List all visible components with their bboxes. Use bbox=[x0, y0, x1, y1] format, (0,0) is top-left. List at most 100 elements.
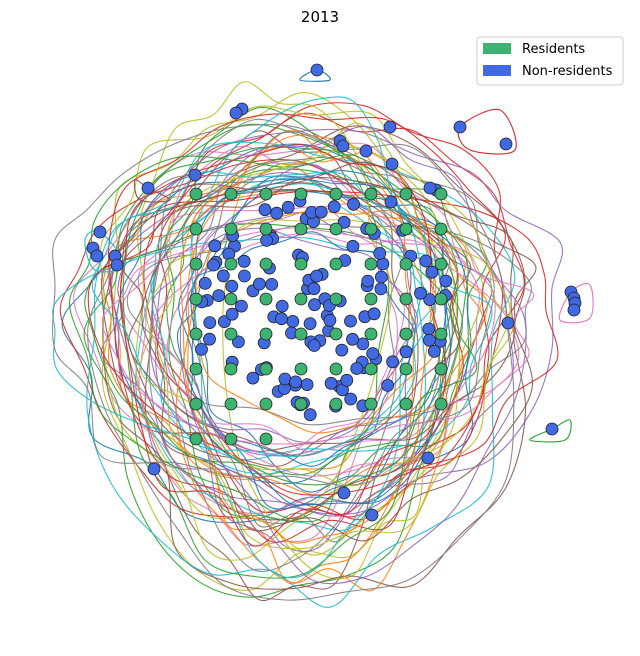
non-resident-point bbox=[203, 332, 216, 346]
resident-point bbox=[399, 257, 413, 271]
non-resident-point bbox=[327, 200, 341, 214]
non-resident-point bbox=[419, 254, 433, 268]
resident-point bbox=[294, 187, 308, 201]
hull-outline bbox=[175, 129, 448, 592]
non-resident-point bbox=[307, 339, 321, 352]
resident-point bbox=[189, 222, 203, 236]
non-resident-point bbox=[427, 344, 441, 358]
non-resident-point bbox=[278, 372, 292, 386]
resident-point bbox=[189, 327, 203, 341]
hull-outline bbox=[101, 227, 535, 445]
legend-label-residents: Residents bbox=[522, 42, 585, 57]
resident-point bbox=[189, 362, 203, 376]
non-resident-point bbox=[225, 307, 239, 321]
resident-point bbox=[259, 432, 273, 446]
resident-point bbox=[259, 257, 273, 271]
hull-outline bbox=[87, 131, 515, 601]
legend-swatch-non-residents bbox=[483, 65, 511, 76]
resident-point bbox=[329, 222, 343, 236]
resident-point bbox=[364, 257, 378, 271]
resident-point bbox=[189, 397, 203, 411]
non-resident-point bbox=[335, 343, 349, 357]
hull-outline bbox=[155, 126, 527, 585]
resident-point bbox=[259, 362, 273, 376]
resident-point bbox=[224, 187, 238, 201]
resident-point bbox=[224, 292, 238, 306]
non-resident-point bbox=[374, 282, 388, 296]
hull-outline bbox=[91, 170, 445, 458]
non-resident-point bbox=[501, 316, 515, 330]
resident-markers bbox=[189, 187, 448, 446]
non-resident-point bbox=[286, 314, 300, 328]
non-resident-point bbox=[425, 265, 439, 279]
resident-point bbox=[364, 187, 378, 201]
non-resident-point bbox=[414, 286, 427, 300]
non-resident-point bbox=[237, 254, 251, 268]
non-resident-point bbox=[307, 282, 321, 296]
non-resident-point bbox=[217, 315, 231, 329]
non-resident-point bbox=[93, 225, 107, 239]
resident-point bbox=[364, 362, 378, 376]
resident-point bbox=[329, 257, 343, 271]
non-resident-point bbox=[265, 277, 279, 291]
non-resident-point bbox=[346, 239, 360, 253]
resident-point bbox=[224, 362, 238, 376]
non-resident-point bbox=[399, 345, 413, 359]
non-resident-point bbox=[499, 137, 513, 151]
resident-point bbox=[399, 292, 413, 306]
non-resident-point bbox=[366, 347, 380, 360]
non-resident-point bbox=[374, 270, 388, 284]
hull-outline bbox=[133, 179, 171, 203]
non-resident-point bbox=[147, 462, 161, 476]
hull-outline bbox=[529, 419, 572, 443]
non-resident-point bbox=[314, 205, 328, 219]
non-resident-point bbox=[385, 157, 399, 171]
resident-point bbox=[399, 397, 413, 411]
non-resident-point bbox=[344, 392, 358, 406]
resident-point bbox=[399, 222, 413, 236]
non-resident-point bbox=[252, 277, 266, 291]
non-resident-point bbox=[195, 342, 208, 356]
resident-point bbox=[294, 397, 308, 411]
resident-point bbox=[399, 327, 413, 341]
resident-point bbox=[294, 327, 308, 341]
resident-point bbox=[364, 292, 378, 306]
resident-point bbox=[329, 362, 343, 376]
resident-point bbox=[329, 292, 343, 306]
non-resident-point bbox=[90, 249, 104, 263]
resident-point bbox=[434, 257, 448, 271]
non-resident-point bbox=[439, 274, 453, 288]
non-resident-point bbox=[324, 376, 338, 390]
non-resident-point bbox=[421, 451, 435, 465]
non-resident-point bbox=[225, 279, 239, 293]
legend-swatch-residents bbox=[483, 43, 511, 54]
resident-point bbox=[329, 327, 343, 341]
resident-point bbox=[294, 222, 308, 236]
hull-outline bbox=[457, 108, 517, 155]
hull-outline bbox=[111, 128, 563, 515]
hull-outline bbox=[87, 190, 559, 496]
non-resident-point bbox=[203, 316, 217, 330]
hull-outline bbox=[101, 92, 460, 591]
resident-point bbox=[294, 362, 308, 376]
hull-outline bbox=[145, 146, 511, 550]
non-resident-point bbox=[359, 144, 373, 158]
non-resident-point bbox=[365, 508, 379, 522]
non-resident-point bbox=[231, 335, 245, 349]
hull-outline bbox=[299, 69, 332, 82]
hull-outline bbox=[141, 161, 533, 542]
resident-point bbox=[259, 327, 273, 341]
resident-point bbox=[434, 362, 448, 376]
resident-point bbox=[364, 327, 378, 341]
resident-point bbox=[259, 222, 273, 236]
hull-outline bbox=[156, 102, 504, 521]
resident-point bbox=[259, 397, 273, 411]
non-resident-point bbox=[383, 120, 397, 134]
non-resident-point bbox=[281, 200, 295, 214]
resident-point bbox=[294, 292, 308, 306]
resident-point bbox=[224, 432, 238, 446]
non-resident-point bbox=[422, 333, 436, 347]
non-resident-point bbox=[207, 258, 220, 272]
resident-point bbox=[224, 257, 238, 271]
hull-outline bbox=[121, 206, 405, 455]
